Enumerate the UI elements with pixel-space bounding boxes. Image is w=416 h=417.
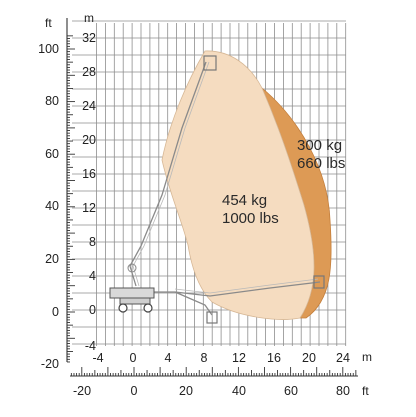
- y-m-tick-label: 32: [82, 31, 96, 45]
- y-ft-tick-label: 0: [52, 305, 59, 319]
- y-axis-m-unit: m: [84, 11, 94, 25]
- y-ft-tick-label: 20: [45, 252, 59, 266]
- y-m-tick-label: 8: [89, 235, 96, 249]
- y-m-tick-label: 28: [82, 65, 96, 79]
- inner-zone-label-kg: 454 kg: [222, 192, 267, 209]
- y-m-tick-label: -4: [85, 339, 96, 353]
- x-m-tick-label: -4: [92, 351, 103, 365]
- x-m-tick-label: 8: [201, 351, 208, 365]
- y-ft-tick-label: -20: [41, 357, 59, 371]
- x-m-tick-label: 0: [130, 351, 137, 365]
- x-ft-tick-label: 0: [131, 384, 138, 398]
- x-ft-tick-label: 60: [284, 384, 298, 398]
- x-ft-tick-label: 40: [232, 384, 246, 398]
- machine-chassis: [109, 287, 155, 313]
- x-axis-ft-ruler: [70, 367, 358, 377]
- inner-zone-454kg: [161, 50, 315, 320]
- x-m-tick-label: 24: [336, 351, 350, 365]
- inner-zone-label-lbs: 1000 lbs: [222, 210, 279, 227]
- y-ft-tick-label: 100: [38, 42, 59, 56]
- outer-zone-label-kg: 300 kg: [297, 137, 342, 154]
- x-ft-tick-label: -20: [73, 384, 91, 398]
- wheel-icon: [143, 303, 153, 313]
- x-m-tick-label: 20: [302, 351, 316, 365]
- y-ft-tick-label: 60: [45, 147, 59, 161]
- outer-zone-label-lbs: 660 lbs: [297, 155, 345, 172]
- y-ft-tick-label: 40: [45, 199, 59, 213]
- y-axis-ft-unit: ft: [45, 16, 52, 30]
- x-ft-tick-label: 20: [179, 384, 193, 398]
- y-ft-tick-label: 80: [45, 94, 59, 108]
- y-m-tick-label: 24: [82, 99, 96, 113]
- machine-boom-horizontal: [120, 275, 325, 324]
- x-axis-ft-unit: ft: [362, 384, 369, 398]
- x-m-tick-label: 12: [232, 351, 246, 365]
- y-m-tick-label: 0: [89, 303, 96, 317]
- y-axis-ft-ruler: [66, 18, 75, 363]
- x-m-tick-label: 16: [267, 351, 281, 365]
- wheel-icon: [118, 303, 128, 313]
- y-m-tick-label: 20: [82, 133, 96, 147]
- x-ft-tick-label: 80: [336, 384, 350, 398]
- x-axis-m-unit: m: [362, 350, 372, 364]
- x-m-tick-label: 4: [165, 351, 172, 365]
- machine-boom-vertical: [127, 55, 217, 287]
- y-m-tick-label: 16: [82, 167, 96, 181]
- y-m-tick-label: 12: [82, 201, 96, 215]
- y-m-tick-label: 4: [89, 269, 96, 283]
